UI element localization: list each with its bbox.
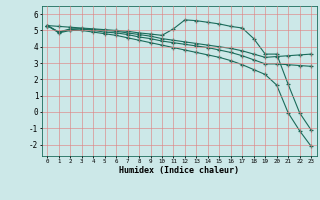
X-axis label: Humidex (Indice chaleur): Humidex (Indice chaleur) bbox=[119, 166, 239, 175]
